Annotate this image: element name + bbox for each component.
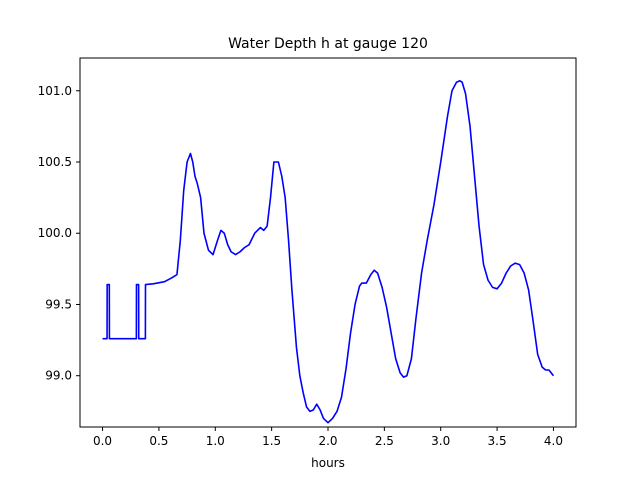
x-tick-label: 3.5: [488, 434, 507, 448]
x-tick-label: 0.0: [93, 434, 112, 448]
x-tick-label: 1.0: [206, 434, 225, 448]
y-tick-label: 99.0: [45, 369, 72, 383]
y-tick-label: 100.5: [38, 155, 72, 169]
x-tick-label: 2.5: [375, 434, 394, 448]
x-tick-label: 4.0: [544, 434, 563, 448]
x-tick-label: 2.0: [318, 434, 337, 448]
plot-area-frame: [79, 57, 577, 428]
x-tick-label: 0.5: [149, 434, 168, 448]
x-tick-label: 1.5: [262, 434, 281, 448]
y-tick-label: 99.5: [45, 297, 72, 311]
x-tick-label: 3.0: [431, 434, 450, 448]
x-axis-label: hours: [311, 456, 345, 470]
chart-title: Water Depth h at gauge 120: [228, 36, 428, 52]
y-tick-label: 100.0: [38, 226, 72, 240]
y-tick-label: 101.0: [38, 84, 72, 98]
series-line-0: [102, 80, 555, 424]
